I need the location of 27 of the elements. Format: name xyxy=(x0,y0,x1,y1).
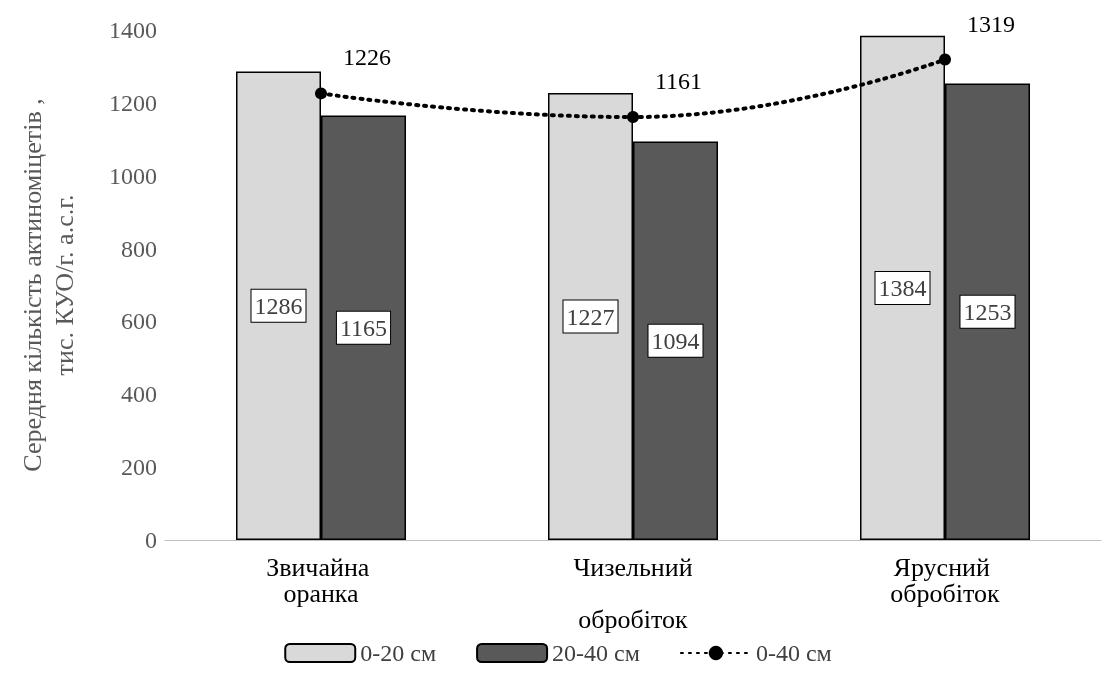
y-tick-label: 800 xyxy=(121,235,157,262)
data-label: 1227 xyxy=(566,303,615,330)
point xyxy=(939,53,951,66)
data-label: 1094 xyxy=(651,327,700,354)
y-tick-label: 0 xyxy=(145,527,157,553)
y-tick-label: 1200 xyxy=(109,89,157,116)
data-label: 1286 xyxy=(254,292,303,319)
y-tick-label: 200 xyxy=(121,454,157,481)
legend-label: 20-40 см xyxy=(552,640,640,666)
data-label: 1384 xyxy=(878,274,927,301)
data-label: 1165 xyxy=(339,314,388,341)
y-tick-label: 600 xyxy=(121,308,157,335)
legend-label: 0-40 см xyxy=(755,640,832,666)
data-label: 1253 xyxy=(963,298,1012,325)
x-tick-label: Чизельний обробіток xyxy=(573,552,693,634)
point xyxy=(315,87,327,100)
data-label: 1319 xyxy=(967,10,1015,37)
y-axis-title: Середня кількість актиноміцетів , тис. КУО/г. а.с.г. xyxy=(17,98,79,472)
y-tick-label: 1400 xyxy=(109,17,157,43)
legend-label: 0-20 см xyxy=(360,640,437,666)
point xyxy=(627,111,639,124)
data-label: 1161 xyxy=(655,68,703,95)
x-tick-label: Ярусний обробіток xyxy=(890,552,1001,608)
y-tick-label: 1000 xyxy=(109,162,157,189)
y-tick-label: 400 xyxy=(121,381,157,408)
x-tick-label: Звичайна оранка xyxy=(266,552,376,608)
data-label: 1226 xyxy=(343,44,391,71)
